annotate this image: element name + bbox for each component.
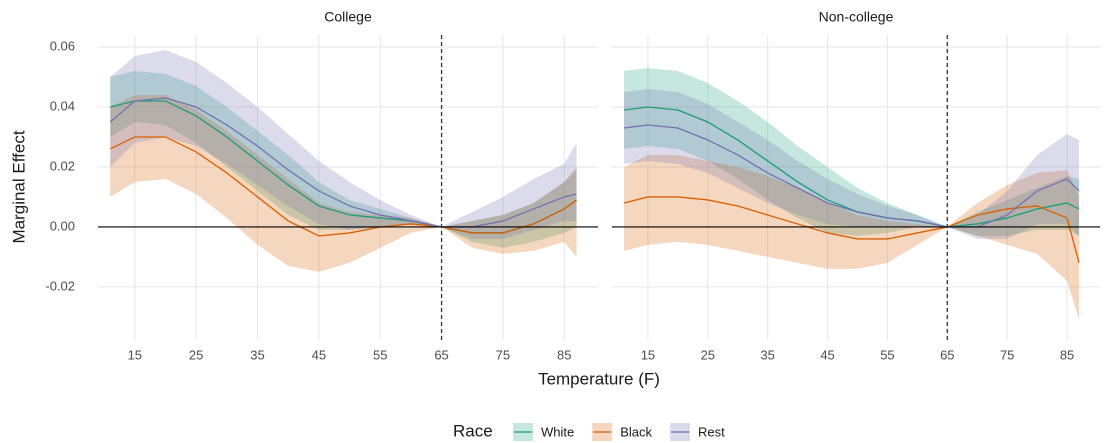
- x-axis-title: Temperature (F): [538, 369, 660, 388]
- confidence-band: [623, 88, 1080, 239]
- x-tick-label: 55: [880, 347, 894, 362]
- legend-title: Race: [453, 421, 493, 440]
- x-tick-label: 45: [820, 347, 834, 362]
- confidence-band: [110, 70, 577, 248]
- x-tick-label: 35: [250, 347, 264, 362]
- y-tick-label: 0.00: [50, 218, 75, 233]
- panel-title: Non-college: [819, 9, 894, 25]
- x-tick-label: 25: [189, 347, 203, 362]
- legend-label: White: [541, 424, 574, 439]
- x-tick-label: 15: [641, 347, 655, 362]
- x-tick-label: 45: [312, 347, 326, 362]
- y-axis-title: Marginal Effect: [9, 130, 28, 243]
- x-tick-label: 75: [496, 347, 510, 362]
- x-tick-label: 55: [373, 347, 387, 362]
- x-tick-label: 25: [701, 347, 715, 362]
- x-tick-label: 85: [557, 347, 571, 362]
- y-tick-label: 0.04: [50, 98, 75, 113]
- x-tick-label: 65: [434, 347, 448, 362]
- y-tick-label: 0.06: [50, 38, 75, 53]
- series-line: [623, 196, 1080, 264]
- confidence-band: [110, 94, 577, 272]
- series-line: [109, 136, 577, 237]
- y-tick-label: -0.02: [45, 278, 75, 293]
- series-line: [623, 124, 1080, 228]
- confidence-band: [623, 67, 1080, 236]
- x-tick-label: 65: [940, 347, 954, 362]
- panel-title: College: [324, 9, 372, 25]
- x-tick-label: 35: [760, 347, 774, 362]
- x-tick-label: 75: [1000, 347, 1014, 362]
- y-tick-label: 0.02: [50, 158, 75, 173]
- series-line: [109, 97, 577, 228]
- confidence-band: [110, 49, 577, 239]
- x-tick-label: 85: [1060, 347, 1074, 362]
- legend-label: Black: [620, 424, 652, 439]
- x-tick-label: 15: [128, 347, 142, 362]
- legend-label: Rest: [698, 424, 725, 439]
